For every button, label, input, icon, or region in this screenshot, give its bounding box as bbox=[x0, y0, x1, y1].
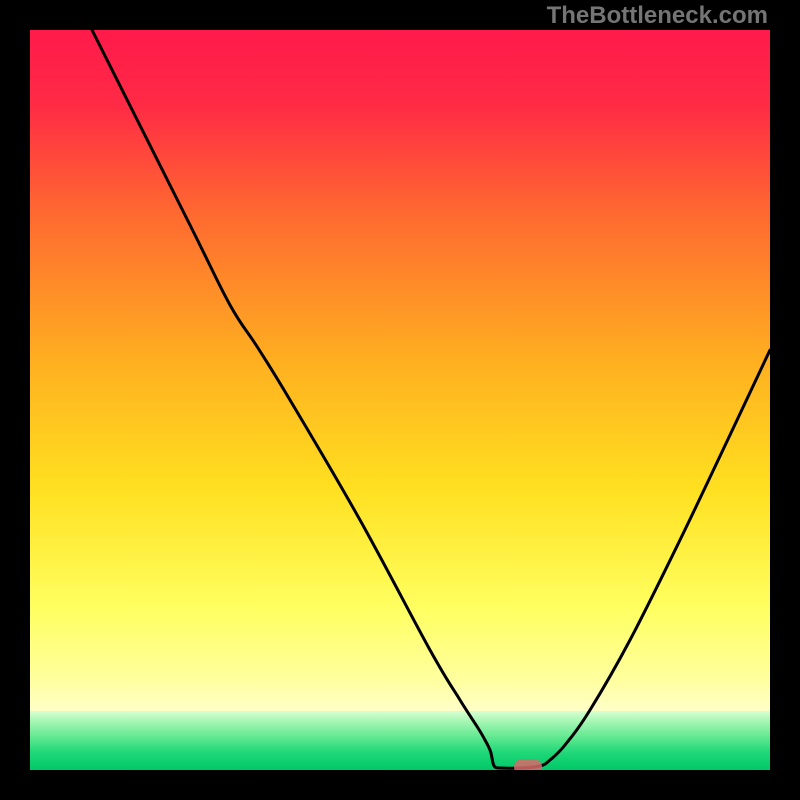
plot-area bbox=[30, 30, 770, 770]
watermark-text: TheBottleneck.com bbox=[547, 2, 768, 30]
bottleneck-curve bbox=[30, 30, 770, 770]
curve-path bbox=[92, 30, 770, 768]
optimum-marker bbox=[514, 759, 542, 770]
